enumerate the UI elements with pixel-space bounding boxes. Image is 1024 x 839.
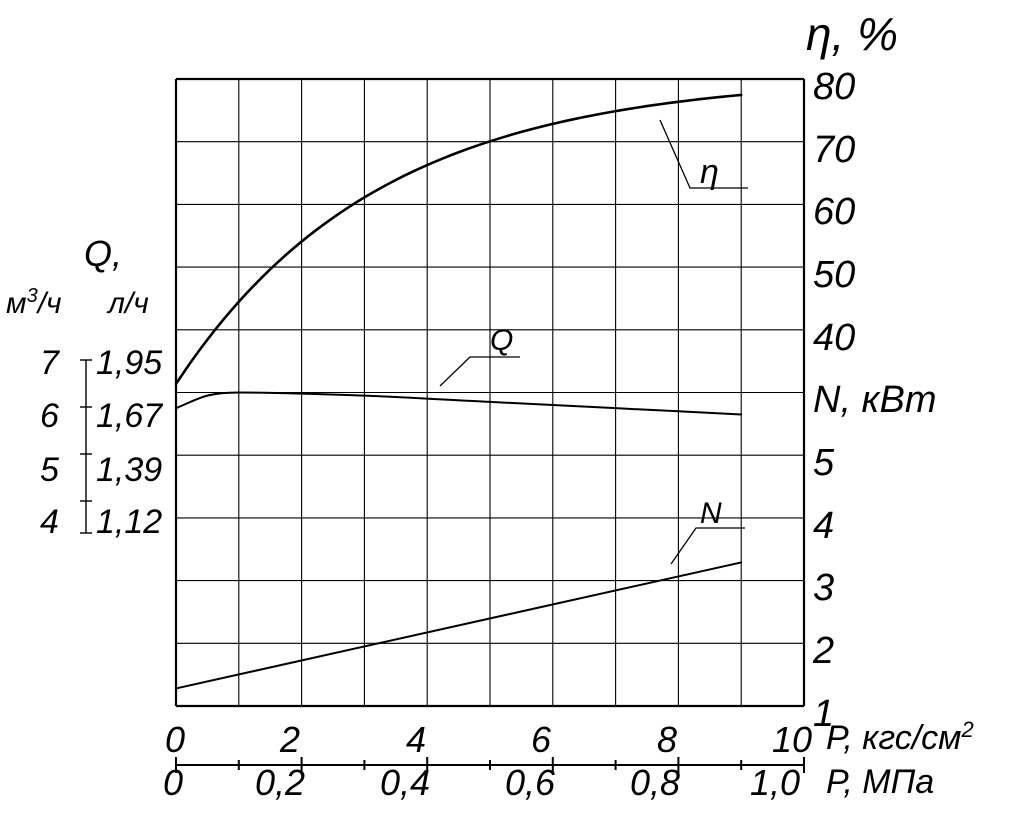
svg-text:5: 5 bbox=[813, 442, 835, 484]
svg-text:1,12: 1,12 bbox=[96, 503, 162, 541]
svg-text:1,0: 1,0 bbox=[750, 762, 800, 803]
svg-text:10: 10 bbox=[772, 719, 812, 760]
svg-text:2: 2 bbox=[279, 719, 300, 760]
svg-text:η: η bbox=[700, 153, 719, 191]
svg-text:0,4: 0,4 bbox=[380, 762, 430, 803]
svg-text:Р, МПа: Р, МПа bbox=[826, 763, 934, 801]
svg-text:N: N bbox=[700, 497, 722, 530]
svg-text:0,2: 0,2 bbox=[255, 762, 305, 803]
svg-text:6: 6 bbox=[531, 719, 552, 760]
svg-text:50: 50 bbox=[813, 254, 855, 296]
svg-text:5: 5 bbox=[40, 451, 59, 489]
svg-text:7: 7 bbox=[40, 344, 60, 382]
svg-text:4: 4 bbox=[813, 505, 834, 547]
svg-text:8: 8 bbox=[657, 719, 677, 760]
svg-text:N, кВт: N, кВт bbox=[813, 379, 937, 421]
svg-text:3: 3 bbox=[813, 567, 834, 609]
svg-text:80: 80 bbox=[813, 66, 855, 108]
svg-text:Р, кгс/см2: Р, кгс/см2 bbox=[826, 717, 974, 758]
svg-text:1,67: 1,67 bbox=[96, 397, 163, 435]
svg-text:40: 40 bbox=[813, 317, 855, 359]
svg-text:η, %: η, % bbox=[806, 8, 898, 60]
svg-text:60: 60 bbox=[813, 191, 855, 233]
svg-text:4: 4 bbox=[40, 503, 59, 541]
svg-text:1,39: 1,39 bbox=[96, 451, 162, 489]
svg-text:Q: Q bbox=[490, 324, 513, 357]
svg-text:1: 1 bbox=[813, 693, 834, 735]
svg-text:м3/ч: м3/ч bbox=[6, 285, 62, 320]
svg-text:1,95: 1,95 bbox=[96, 344, 162, 382]
svg-text:0: 0 bbox=[163, 762, 183, 803]
svg-text:0: 0 bbox=[165, 719, 185, 760]
svg-text:0,8: 0,8 bbox=[630, 762, 680, 803]
svg-text:4: 4 bbox=[406, 719, 426, 760]
svg-text:0,6: 0,6 bbox=[505, 762, 556, 803]
svg-text:Q,: Q, bbox=[84, 233, 122, 274]
svg-text:2: 2 bbox=[812, 630, 834, 672]
svg-text:6: 6 bbox=[40, 397, 59, 435]
svg-text:70: 70 bbox=[813, 129, 855, 171]
svg-text:л/ч: л/ч bbox=[106, 287, 149, 320]
